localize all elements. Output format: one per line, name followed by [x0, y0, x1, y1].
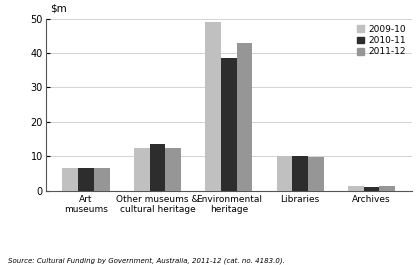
Bar: [221, 58, 237, 191]
Bar: [205, 22, 221, 191]
Bar: [94, 169, 109, 191]
Bar: [149, 144, 165, 191]
Bar: [62, 169, 78, 191]
Bar: [165, 148, 181, 191]
Bar: [237, 43, 253, 191]
Bar: [364, 187, 379, 191]
Bar: [134, 148, 149, 191]
Bar: [292, 156, 308, 191]
Bar: [348, 186, 364, 191]
Bar: [78, 169, 94, 191]
Text: Source: Cultural Funding by Government, Australia, 2011-12 (cat. no. 4183.0).: Source: Cultural Funding by Government, …: [8, 257, 285, 264]
Bar: [277, 156, 292, 191]
Bar: [379, 186, 395, 191]
Legend: 2009-10, 2010-11, 2011-12: 2009-10, 2010-11, 2011-12: [355, 23, 407, 58]
Text: $m: $m: [50, 3, 67, 13]
Bar: [308, 157, 324, 191]
